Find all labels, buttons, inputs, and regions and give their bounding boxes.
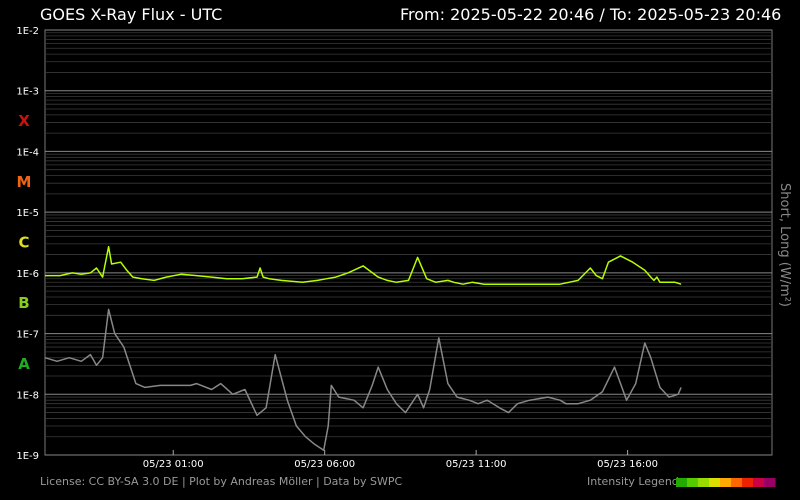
y-tick-label: 1E-3 [16, 87, 39, 98]
y-tick-label: 1E-6 [16, 269, 39, 280]
x-tick-label: 05/23 11:00 [446, 459, 507, 470]
x-tick-label: 05/23 01:00 [143, 459, 204, 470]
flare-class-c: C [18, 234, 29, 252]
license-text: License: CC BY-SA 3.0 DE | Plot by Andre… [40, 475, 402, 488]
legend-swatch [687, 478, 699, 487]
legend-swatch [709, 478, 721, 487]
flare-class-b: B [18, 294, 29, 312]
x-tick-label: 05/23 16:00 [597, 459, 658, 470]
y-tick-labels: 1E-2 1E-3 1E-4 1E-5 1E-6 1E-7 1E-8 1E-9 [16, 26, 39, 462]
legend-swatch [742, 478, 754, 487]
y-tick-label: 1E-2 [16, 26, 39, 37]
y-tick-label: 1E-8 [16, 390, 39, 401]
flare-class-m: M [17, 173, 32, 191]
y-tick-label: 1E-7 [16, 330, 39, 341]
series-long [44, 308, 682, 451]
y-tick-label: 1E-5 [16, 208, 39, 219]
intensity-legend-label: Intensity Legend [587, 475, 679, 488]
data-series [44, 245, 682, 451]
legend-swatch [720, 478, 732, 487]
flare-class-a: A [18, 355, 30, 373]
chart-title: GOES X-Ray Flux - UTC [40, 5, 222, 24]
plot-area [44, 29, 773, 456]
y-tick-label: 1E-4 [16, 147, 39, 158]
intensity-legend-bar [676, 478, 776, 487]
legend-swatch [676, 478, 688, 487]
y-axis-label: Short, Long (W/m²) [777, 183, 792, 307]
legend-swatch [698, 478, 710, 487]
gridlines [45, 29, 772, 456]
series-short [45, 245, 682, 285]
x-tick-labels: 05/23 01:00 05/23 06:00 05/23 11:00 05/23 1… [143, 450, 658, 470]
legend-swatch [764, 478, 776, 487]
flare-class-x: X [18, 112, 30, 130]
x-tick-label: 05/23 06:00 [294, 459, 355, 470]
legend-swatch [753, 478, 765, 487]
date-range: From: 2025-05-22 20:46 / To: 2025-05-23 … [400, 5, 781, 24]
flare-class-labels: X M C B A [17, 112, 32, 373]
legend-swatch [731, 478, 743, 487]
y-tick-label: 1E-9 [16, 451, 39, 462]
